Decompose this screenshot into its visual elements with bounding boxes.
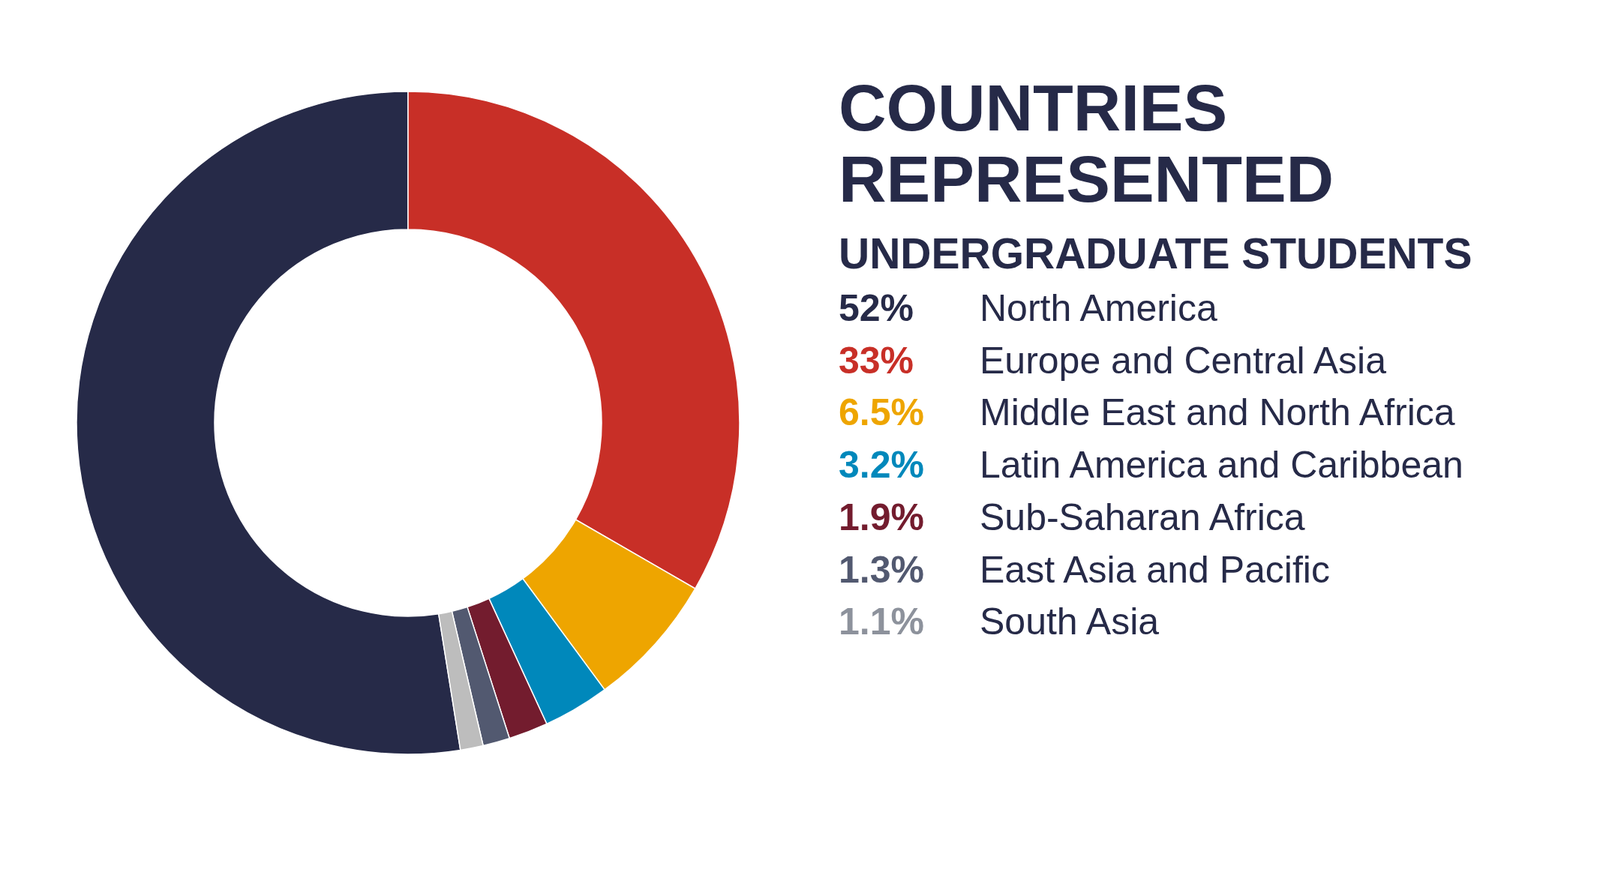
legend-label: Latin America and Caribbean (979, 444, 1464, 487)
slice (438, 611, 484, 751)
legend-label: Middle East and North Africa (979, 391, 1456, 434)
slice (76, 91, 461, 755)
legend-value: 3.2% (838, 444, 925, 487)
legend-value: 1.9% (838, 496, 925, 539)
chart: COUNTRIESREPRESENTED UNDERGRADUATE STUDEN… (0, 0, 1600, 881)
legend-value: 6.5% (838, 391, 925, 434)
legend-label: East Asia and Pacific (979, 549, 1330, 592)
legend-label: Europe and Central Asia (979, 339, 1387, 382)
legend-value: 1.3% (838, 549, 925, 592)
legend-label: Sub-Saharan Africa (979, 496, 1306, 539)
slice (408, 91, 740, 589)
legend-value: 1.1% (838, 600, 925, 643)
legend-value: 33% (838, 339, 914, 382)
legend-label: South Asia (979, 600, 1159, 643)
subtitle: UNDERGRADUATE STUDENTS (838, 229, 1472, 278)
donut (76, 91, 740, 755)
title: COUNTRIESREPRESENTED (838, 70, 1334, 217)
legend-value: 52% (838, 287, 914, 330)
legend-label: North America (979, 287, 1218, 330)
